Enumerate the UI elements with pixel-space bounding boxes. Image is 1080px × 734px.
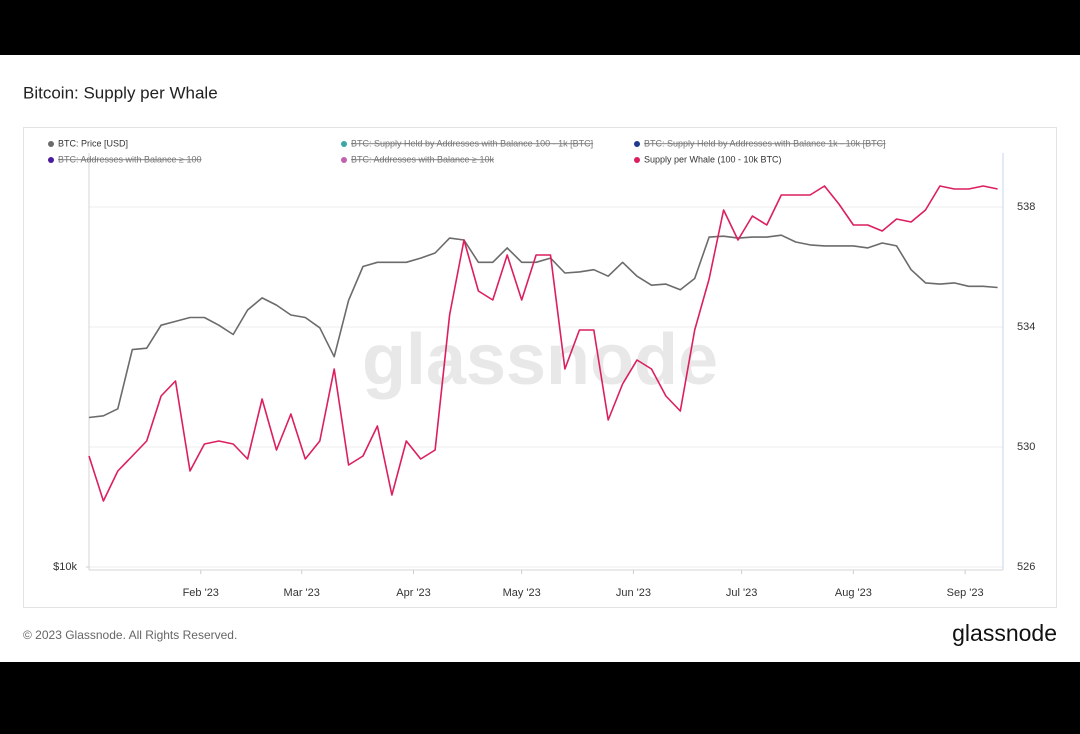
legend-label: Supply per Whale (100 - 10k BTC)	[644, 154, 782, 164]
legend-label: BTC: Supply Held by Addresses with Balan…	[644, 138, 886, 148]
y2-tick-label: 534	[1017, 321, 1035, 333]
chart-frame	[23, 127, 1057, 608]
logo: glassnode	[952, 620, 1057, 646]
legend-label: BTC: Supply Held by Addresses with Balan…	[351, 138, 593, 148]
legend-label: BTC: Addresses with Balance ≥ 10k	[351, 154, 495, 164]
x-tick-label: Sep '23	[947, 587, 984, 599]
legend-swatch	[341, 141, 347, 147]
x-tick-label: Jun '23	[616, 587, 651, 599]
x-tick-label: Mar '23	[284, 587, 320, 599]
footer: © 2023 Glassnode. All Rights Reserved.	[23, 628, 237, 642]
x-tick-label: Feb '23	[183, 587, 219, 599]
legend-swatch	[48, 141, 54, 147]
series-line	[88, 185, 998, 502]
x-tick-label: May '23	[503, 587, 541, 599]
legend-swatch	[341, 157, 347, 163]
legend-swatch	[634, 141, 640, 147]
legend-label: BTC: Addresses with Balance ≥ 100	[58, 154, 202, 164]
y-tick-label: $10k	[53, 561, 77, 573]
x-tick-label: Aug '23	[835, 587, 872, 599]
x-tick-label: Jul '23	[726, 587, 757, 599]
legend-swatch	[634, 157, 640, 163]
plot: 526 530 534 538 $10k Feb '23 Mar '23 Apr '23 May…	[48, 138, 1035, 599]
y2-tick-label: 538	[1017, 201, 1035, 213]
x-tick-label: Apr '23	[396, 587, 431, 599]
y2-tick-label: 526	[1017, 561, 1035, 573]
legend-label: BTC: Price [USD]	[58, 138, 128, 148]
legend-swatch	[48, 157, 54, 163]
y2-tick-label: 530	[1017, 441, 1035, 453]
watermark: glassnode	[362, 320, 718, 400]
chart-title: Bitcoin: Supply per Whale	[23, 83, 218, 102]
series-line	[88, 234, 998, 419]
page	[0, 55, 1080, 662]
